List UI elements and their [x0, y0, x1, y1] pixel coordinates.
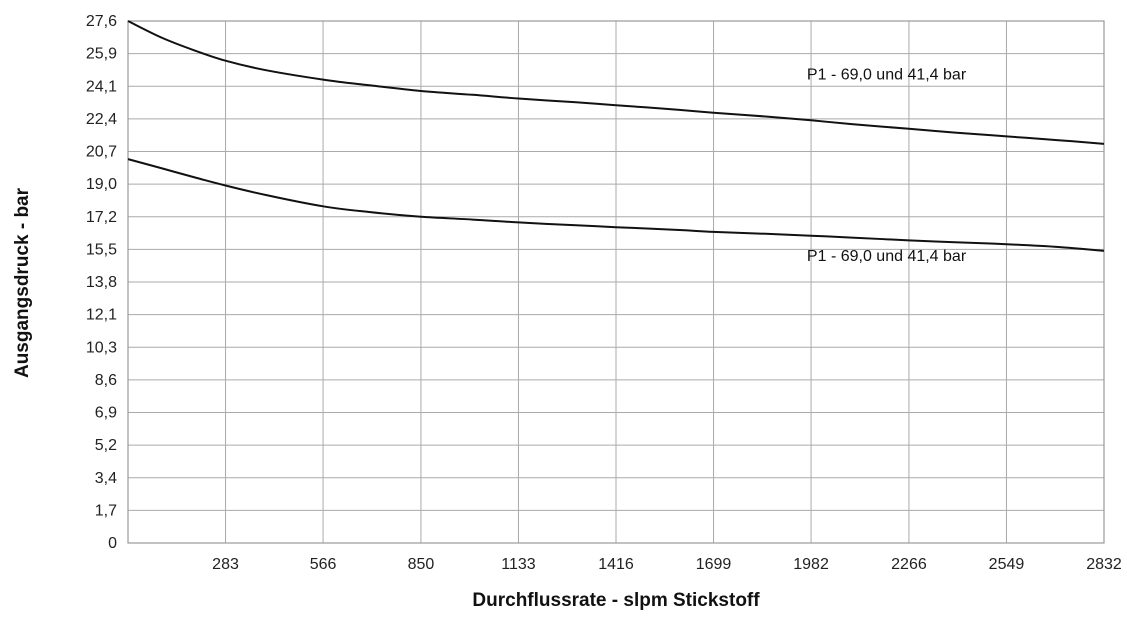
y-tick-label: 20,7	[86, 144, 117, 161]
y-tick-label: 12,1	[86, 307, 117, 324]
y-tick-label: 3,4	[95, 470, 117, 487]
x-tick-label: 2832	[1086, 556, 1122, 573]
y-tick-label: 0	[108, 535, 117, 552]
x-axis-title: Durchflussrate - slpm Stickstoff	[472, 590, 760, 611]
x-tick-label: 850	[408, 556, 435, 573]
grid	[128, 20, 1105, 544]
y-tick-label: 25,9	[86, 46, 117, 63]
series-annotation-2: P1 - 69,0 und 41,4 bar	[807, 248, 967, 265]
annotations: P1 - 69,0 und 41,4 bar P1 - 69,0 und 41,4…	[807, 67, 967, 266]
y-tick-label: 17,2	[86, 209, 117, 226]
y-tick-label: 13,8	[86, 274, 117, 291]
x-tick-label: 1699	[696, 556, 732, 573]
y-tick-label: 19,0	[86, 176, 117, 193]
y-tick-label: 24,1	[86, 78, 117, 95]
series-line-2	[127, 158, 1105, 252]
x-tick-labels: 283 566 850 1133 1416 1699 1982 2266 2549 2832	[212, 556, 1122, 573]
y-tick-label: 15,5	[86, 241, 117, 258]
y-tick-label: 10,3	[86, 339, 117, 356]
x-tick-label: 1982	[793, 556, 829, 573]
x-tick-label: 2549	[989, 556, 1025, 573]
y-tick-label: 27,6	[86, 13, 117, 30]
series-layer	[127, 20, 1105, 252]
x-tick-label: 566	[310, 556, 337, 573]
x-tick-label: 2266	[891, 556, 927, 573]
y-tick-label: 8,6	[95, 372, 117, 389]
series-line-1	[127, 20, 1105, 145]
x-tick-label: 1133	[501, 556, 536, 573]
x-tick-label: 283	[212, 556, 239, 573]
x-tick-label: 1416	[598, 556, 634, 573]
y-tick-label: 6,9	[95, 405, 117, 422]
plot-frame	[127, 20, 1105, 544]
y-tick-labels: 0 1,7 3,4 5,2 6,9 8,6 10,3 12,1 13,8 15,5 17,2 19,0…	[86, 13, 117, 552]
y-axis-title: Ausgangsdruck - bar	[12, 187, 33, 378]
y-tick-label: 1,7	[95, 502, 117, 519]
y-tick-label: 5,2	[95, 437, 117, 454]
y-tick-label: 22,4	[86, 111, 117, 128]
series-annotation-1: P1 - 69,0 und 41,4 bar	[807, 67, 967, 84]
